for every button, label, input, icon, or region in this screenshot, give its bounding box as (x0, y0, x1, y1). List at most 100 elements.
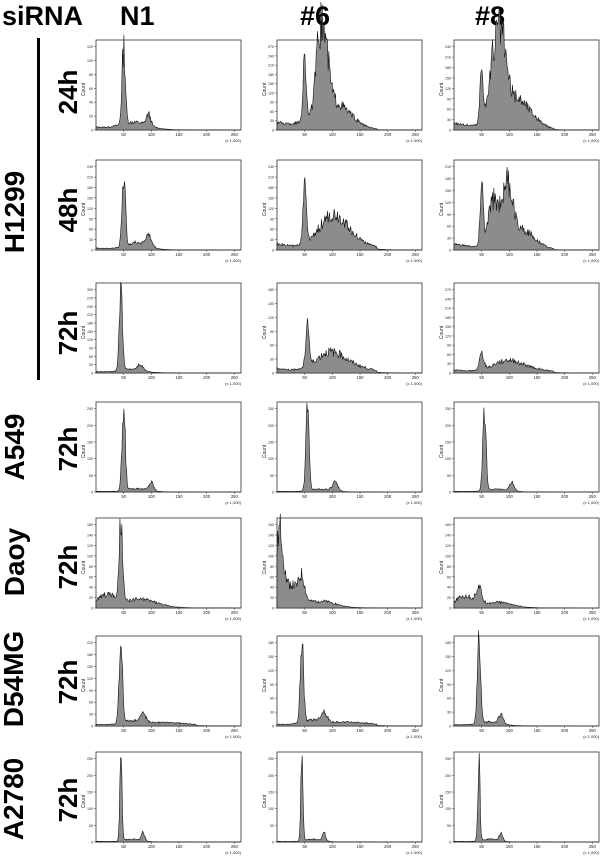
histogram-area (453, 8, 600, 131)
y-tick-label: 90 (447, 213, 451, 217)
x-tick-label: 50 (121, 132, 126, 137)
y-tick-label: 120 (445, 544, 451, 548)
x-tick-label: 150 (534, 728, 542, 733)
y-tick-label: 240 (445, 45, 451, 49)
y-tick-label: 0 (272, 129, 274, 133)
cell-line-label-a549: A549 (0, 413, 30, 481)
y-tick-label: 30 (89, 363, 93, 367)
x-axis-unit-label: (x 1,000) (583, 381, 599, 386)
y-tick-label: 180 (268, 73, 274, 77)
x-tick-label: 100 (329, 375, 337, 380)
y-axis-label: Count (81, 444, 87, 458)
x-tick-label: 100 (148, 375, 156, 380)
y-tick-label: 200 (268, 424, 274, 428)
histogram-area (95, 518, 242, 609)
y-tick-label: 60 (89, 355, 93, 359)
y-tick-label: 50 (447, 474, 451, 478)
y-tick-label: 100 (445, 807, 451, 811)
plot-frame (95, 401, 242, 493)
y-tick-label: 250 (87, 757, 93, 761)
y-axis-label: Count (81, 202, 87, 216)
y-axis-label: Count (81, 794, 87, 808)
x-tick-label: 200 (203, 844, 211, 849)
x-tick-label: 50 (479, 610, 484, 615)
x-axis-unit-label: (x 1,000) (406, 734, 422, 739)
y-tick-label: 60 (89, 228, 93, 232)
y-tick-label: 60 (89, 701, 93, 705)
y-tick-label: 40 (447, 586, 451, 590)
y-tick-label: 150 (268, 655, 274, 659)
histogram-panel-r3-c2: 0 30 60 90 120 150 180 Count 50 100 150 200 250(x 1,… (262, 282, 423, 386)
y-tick-label: 200 (268, 774, 274, 778)
column-header-8: #8 (475, 1, 506, 31)
y-tick-label: 250 (87, 407, 93, 411)
x-tick-label: 250 (231, 132, 239, 137)
x-tick-label: 100 (148, 728, 156, 733)
y-tick-label: 100 (445, 457, 451, 461)
x-tick-label: 250 (589, 610, 597, 615)
y-tick-label: 120 (87, 677, 93, 681)
y-tick-label: 240 (87, 305, 93, 309)
x-tick-label: 100 (506, 494, 514, 499)
y-tick-label: 0 (91, 249, 93, 253)
x-tick-label: 150 (357, 375, 365, 380)
column-header-n1: N1 (120, 1, 155, 31)
x-tick-label: 250 (589, 844, 597, 849)
x-tick-label: 100 (329, 610, 337, 615)
plot-frame (276, 282, 423, 374)
x-tick-label: 50 (479, 844, 484, 849)
histogram-panel-r5-c3: 0 20 40 60 80 100 120 140 160 Count 50 100 150 200 250… (439, 517, 600, 621)
plot-frame (453, 401, 600, 493)
x-tick-label: 250 (412, 375, 420, 380)
x-tick-label: 100 (148, 132, 156, 137)
x-tick-label: 200 (561, 494, 569, 499)
y-tick-label: 150 (445, 655, 451, 659)
histogram-area (453, 407, 599, 493)
histogram-area (95, 645, 242, 727)
y-tick-label: 240 (268, 54, 274, 58)
histogram-area (276, 1, 423, 131)
x-tick-label: 250 (589, 375, 597, 380)
y-tick-label: 60 (447, 575, 451, 579)
time-label-row7: 72h (53, 777, 83, 823)
y-tick-label: 30 (447, 362, 451, 366)
y-tick-label: 180 (445, 641, 451, 645)
histogram-panel-r2-c2: 0 30 60 90 120 150 180 210 240 Count 50 100 150 200 25… (262, 159, 423, 263)
y-tick-label: 100 (87, 807, 93, 811)
x-tick-label: 250 (412, 132, 420, 137)
histogram-area (453, 166, 600, 251)
y-tick-label: 60 (270, 110, 274, 114)
y-tick-label: 80 (89, 565, 93, 569)
y-axis-label: Count (439, 794, 445, 808)
y-tick-label: 90 (89, 689, 93, 693)
histogram-panel-r6-c2: 0 30 60 90 120 150 180 Count 50 100 150 200 250(x 1,… (262, 635, 423, 739)
y-tick-label: 180 (87, 322, 93, 326)
x-tick-label: 50 (302, 375, 307, 380)
histogram-area (95, 282, 242, 374)
x-tick-label: 200 (561, 844, 569, 849)
x-axis-unit-label: (x 1,000) (406, 616, 422, 621)
y-tick-label: 50 (89, 824, 93, 828)
x-tick-label: 200 (203, 610, 211, 615)
y-tick-label: 120 (268, 669, 274, 673)
histogram-area (95, 34, 242, 131)
cell-line-label-daoy: Daoy (0, 527, 30, 597)
y-tick-label: 20 (447, 596, 451, 600)
y-tick-label: 60 (447, 225, 451, 229)
y-tick-label: 150 (268, 791, 274, 795)
y-tick-label: 150 (268, 196, 274, 200)
time-label-row1: 24h (53, 69, 83, 115)
h1299-group-line (37, 38, 40, 380)
y-tick-label: 0 (272, 372, 274, 376)
x-tick-label: 100 (506, 844, 514, 849)
y-tick-label: 120 (445, 87, 451, 91)
x-tick-label: 150 (176, 375, 184, 380)
x-tick-label: 50 (302, 844, 307, 849)
x-tick-label: 200 (203, 252, 211, 257)
y-tick-label: 180 (268, 186, 274, 190)
x-tick-label: 50 (121, 844, 126, 849)
y-tick-label: 240 (445, 297, 451, 301)
histogram-area (453, 350, 600, 374)
x-tick-label: 250 (231, 494, 239, 499)
